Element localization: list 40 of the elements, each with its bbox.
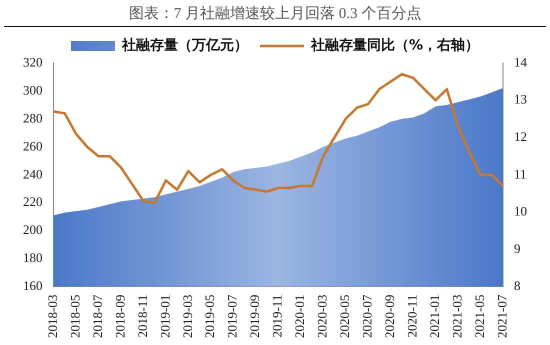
y-tick-label: 320 [23, 54, 42, 70]
y2-tick-label: 11 [514, 166, 527, 182]
x-tick-label: 2020-11 [404, 294, 420, 338]
y2-tick-label: 14 [514, 54, 528, 70]
x-tick-label: 2018-03 [44, 294, 60, 338]
x-tick-label: 2019-11 [270, 294, 285, 338]
x-tick-label: 2020-03 [314, 294, 330, 338]
y-tick-label: 260 [23, 138, 42, 154]
x-tick-label: 2021-07 [494, 294, 510, 338]
x-tick-label: 2020-05 [337, 294, 352, 338]
x-tick-label: 2018-05 [67, 294, 82, 338]
y-tick-label: 240 [23, 166, 42, 182]
y2-tick-label: 12 [514, 128, 527, 144]
x-tick-label: 2021-01 [426, 294, 442, 338]
y2-tick-label: 13 [514, 92, 527, 107]
x-tick-label: 2019-07 [224, 294, 240, 338]
legend-label: 社融存量（万亿元） [120, 38, 248, 54]
x-tick-label: 2019-05 [202, 294, 218, 338]
x-tick-label: 2020-01 [292, 294, 308, 338]
y2-tick-label: 10 [514, 204, 527, 219]
y-tick-label: 280 [23, 110, 42, 126]
x-tick-label: 2021-05 [472, 294, 487, 338]
x-tick-label: 2019-03 [180, 294, 195, 338]
y2-tick-label: 9 [514, 240, 520, 256]
x-tick-label: 2018-07 [90, 294, 105, 338]
x-tick-label: 2019-01 [157, 294, 172, 338]
y2-tick-label: 8 [514, 278, 520, 294]
y-tick-label: 220 [23, 194, 42, 210]
chart-title: 图表：7 月社融增速较上月回落 0.3 个百分点 [4, 0, 546, 27]
x-tick-label: 2019-09 [247, 294, 262, 338]
x-tick-label: 2018-11 [134, 294, 150, 338]
y-tick-label: 200 [23, 222, 42, 238]
y-tick-label: 160 [23, 278, 42, 294]
x-tick-label: 2020-07 [360, 294, 375, 338]
y-tick-label: 180 [23, 250, 42, 266]
y-tick-label: 300 [23, 82, 42, 98]
x-tick-label: 2020-09 [382, 294, 398, 338]
legend-label: 社融存量同比（%，右轴） [310, 38, 480, 54]
x-tick-label: 2018-09 [112, 294, 128, 338]
x-tick-label: 2021-03 [449, 294, 464, 338]
